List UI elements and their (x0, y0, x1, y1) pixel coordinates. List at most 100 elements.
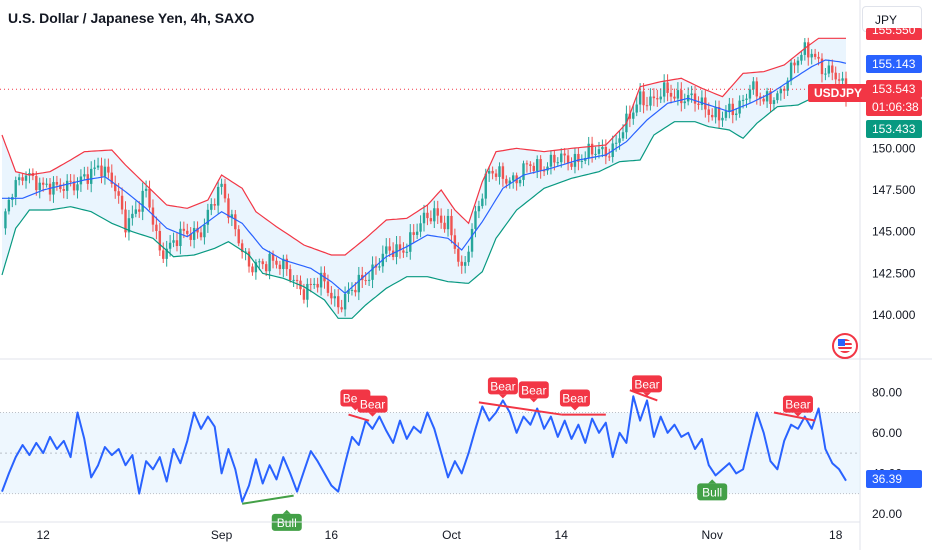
candle (162, 242, 165, 264)
time-axis-tick: 14 (555, 528, 569, 542)
candle-body (285, 258, 288, 270)
candle-body (525, 163, 529, 165)
candle-body (570, 163, 573, 167)
candle-body (247, 251, 251, 267)
candle (213, 198, 216, 211)
candle (402, 242, 405, 258)
candle (460, 255, 463, 274)
price-axis-tick: 147.500 (872, 183, 916, 197)
candle-body (680, 90, 683, 104)
candle-body (402, 250, 405, 253)
candle-body (762, 98, 765, 102)
candle-body (477, 206, 481, 212)
candle (429, 210, 433, 225)
candle (83, 166, 86, 181)
candle (247, 248, 251, 273)
candle (278, 260, 282, 275)
candle-body (131, 213, 134, 219)
candle (453, 228, 457, 254)
candle (831, 59, 834, 81)
candle (669, 84, 673, 104)
candle-body (772, 100, 776, 105)
candle (313, 277, 316, 289)
candle-body (765, 91, 769, 102)
candle-body (443, 222, 446, 230)
time-axis-tick: 12 (36, 528, 50, 542)
candle-body (138, 209, 141, 212)
candle (796, 56, 800, 74)
candle-body (65, 180, 69, 191)
candle (807, 37, 810, 66)
candle-body (614, 142, 618, 144)
price-axis-tick: 150.000 (872, 141, 916, 155)
candle-body (638, 91, 642, 105)
candle (357, 266, 361, 301)
candle-body (347, 289, 350, 294)
candle (604, 139, 608, 165)
candle-body (83, 174, 86, 177)
candle (93, 159, 96, 176)
candle-body (237, 229, 240, 244)
candle (155, 216, 158, 240)
candle (759, 92, 762, 106)
signal-label-pointer (708, 479, 717, 484)
candle (261, 258, 264, 270)
candle (666, 74, 669, 102)
candle-body (693, 93, 697, 104)
candle (35, 171, 38, 196)
signal-label-pointer (368, 412, 377, 417)
candle (192, 221, 196, 249)
candle-body (210, 204, 213, 210)
candle (234, 210, 237, 237)
rsi-axis-tick: 60.00 (872, 426, 902, 440)
candle-body (676, 90, 680, 99)
candle-body (90, 168, 93, 184)
candle (518, 177, 522, 187)
candle-body (601, 146, 604, 150)
candle-body (419, 223, 422, 232)
candle-body (227, 198, 230, 218)
candle-body (645, 105, 649, 107)
candle (295, 274, 299, 289)
candle-body (837, 79, 841, 81)
candle (38, 177, 41, 199)
candle (7, 196, 11, 215)
candle (693, 86, 697, 112)
candle-body (292, 279, 295, 281)
candle-body (35, 176, 38, 191)
candle (813, 48, 817, 60)
candle (371, 256, 374, 289)
candle-body (453, 235, 457, 249)
candle-body (597, 149, 601, 154)
upper-band-line (1, 37, 846, 256)
candle (570, 157, 573, 170)
candle-body (800, 54, 803, 61)
us-flag-icon[interactable] (832, 333, 858, 359)
candle (769, 88, 772, 113)
candle-body (158, 230, 162, 251)
candle (422, 204, 426, 232)
candle-body (717, 107, 721, 121)
candle-body (100, 165, 103, 177)
signal-label-text: Bear (490, 379, 515, 393)
candle (525, 160, 529, 173)
candle (748, 84, 752, 103)
candle (491, 166, 494, 180)
candle (772, 97, 776, 111)
candle-body (498, 166, 501, 177)
candle (45, 178, 48, 188)
candle (131, 205, 134, 226)
price-axis-tick: 145.000 (872, 225, 916, 239)
candle-body (340, 307, 343, 310)
candle (175, 232, 179, 252)
candle-body (628, 113, 632, 119)
candle (364, 272, 367, 285)
candle-body (446, 215, 450, 230)
candle-body (144, 188, 148, 191)
candle (220, 178, 223, 195)
candle-body (512, 175, 515, 181)
candle (282, 254, 285, 278)
bear-divergence-line (348, 413, 370, 422)
candle (412, 224, 415, 243)
